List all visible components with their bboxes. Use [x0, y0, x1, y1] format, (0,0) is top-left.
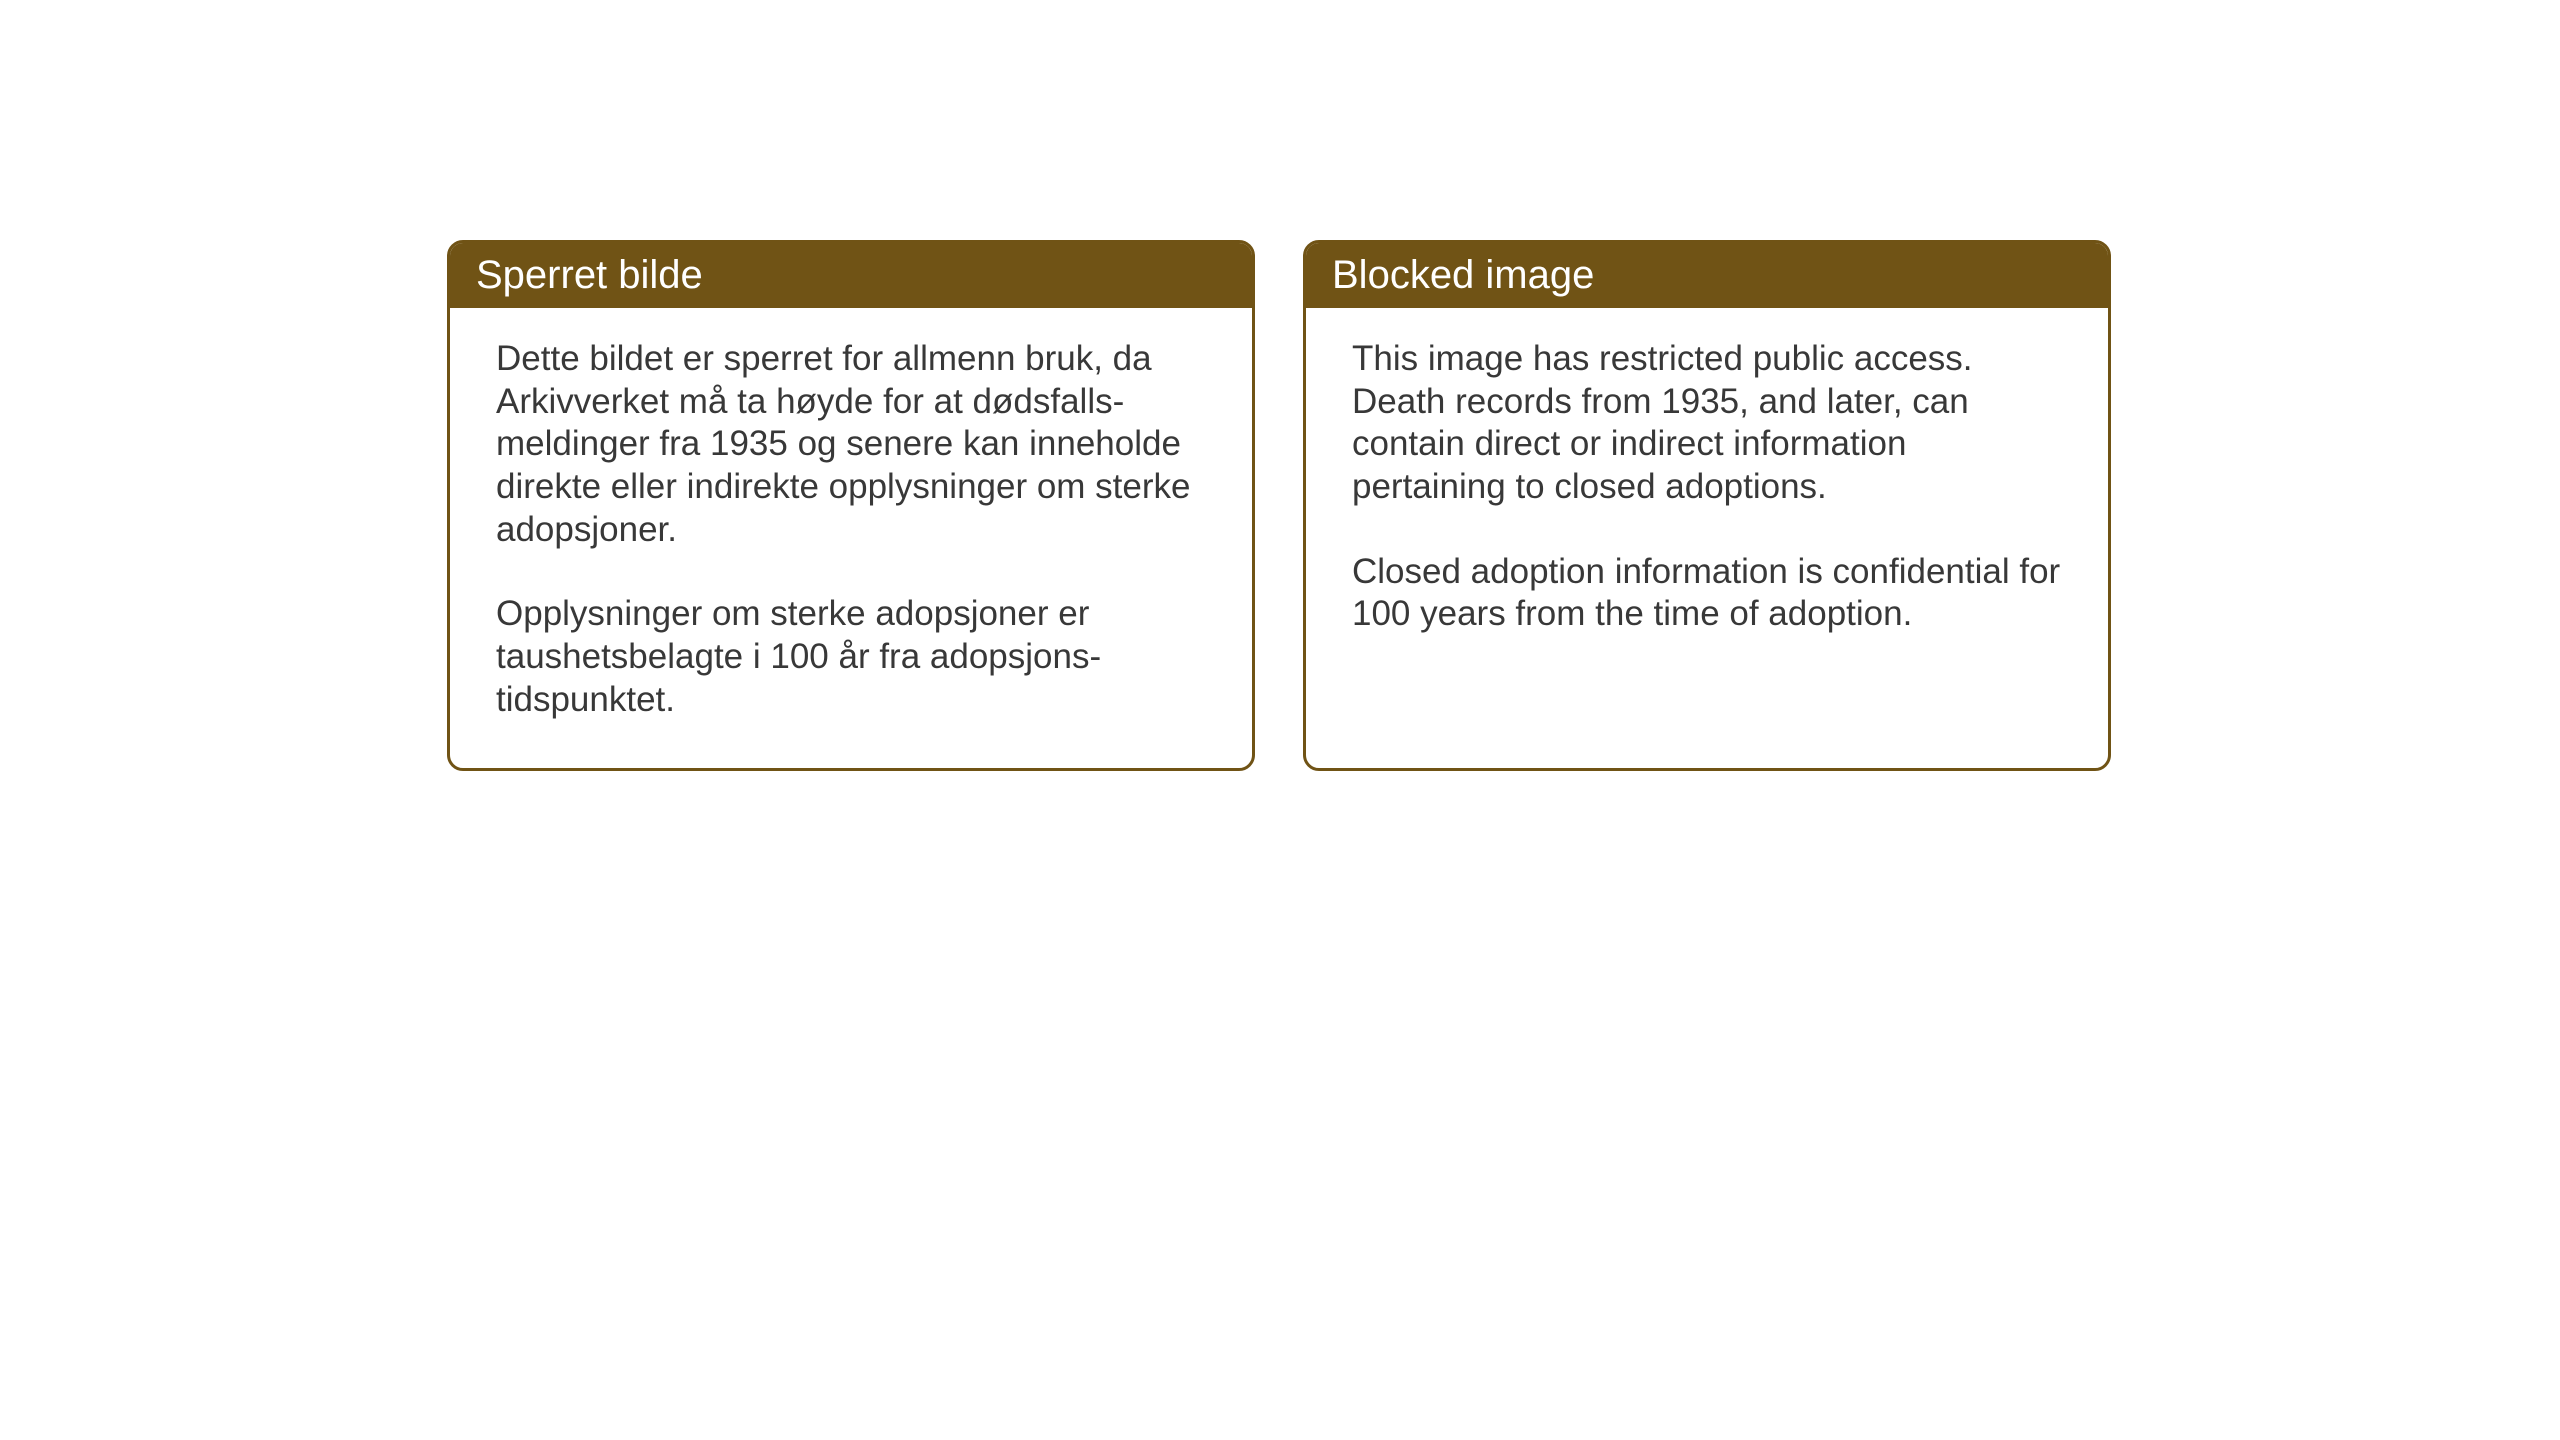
notice-card-norwegian: Sperret bilde Dette bildet er sperret fo… [447, 240, 1255, 771]
cards-container: Sperret bilde Dette bildet er sperret fo… [447, 240, 2111, 771]
card-header-english: Blocked image [1306, 243, 2108, 308]
notice-card-english: Blocked image This image has restricted … [1303, 240, 2111, 771]
card-title-english: Blocked image [1332, 253, 1594, 297]
card-header-norwegian: Sperret bilde [450, 243, 1252, 308]
card-paragraph-norwegian-2: Opplysninger om sterke adopsjoner er tau… [496, 593, 1206, 721]
card-paragraph-english-1: This image has restricted public access.… [1352, 338, 2062, 509]
card-body-norwegian: Dette bildet er sperret for allmenn bruk… [450, 308, 1252, 768]
card-body-english: This image has restricted public access.… [1306, 308, 2108, 682]
card-paragraph-english-2: Closed adoption information is confident… [1352, 551, 2062, 636]
card-paragraph-norwegian-1: Dette bildet er sperret for allmenn bruk… [496, 338, 1206, 551]
card-title-norwegian: Sperret bilde [476, 253, 703, 297]
